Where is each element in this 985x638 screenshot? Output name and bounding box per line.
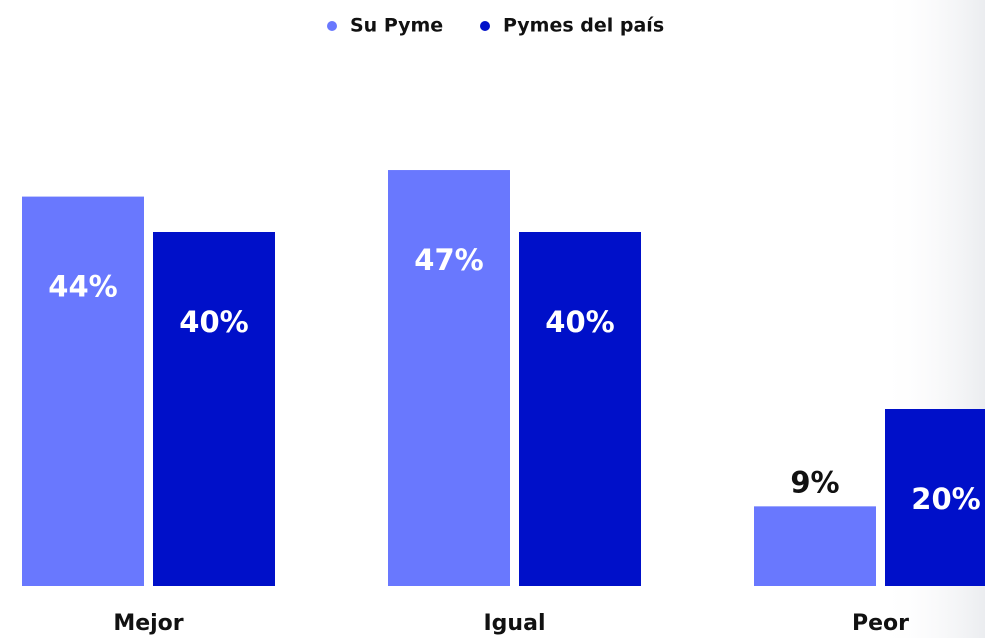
x-tick-label: Igual bbox=[484, 611, 546, 636]
bar bbox=[22, 196, 144, 586]
bar bbox=[388, 170, 510, 587]
legend-marker bbox=[480, 21, 490, 31]
value-label: 20% bbox=[911, 482, 980, 516]
value-label: 40% bbox=[545, 305, 614, 339]
bar bbox=[885, 409, 985, 586]
bar bbox=[519, 232, 641, 586]
legend: Su Pyme Pymes del país bbox=[327, 15, 664, 37]
bar bbox=[153, 232, 275, 586]
legend-label: Su Pyme bbox=[350, 15, 443, 37]
value-label: 47% bbox=[414, 243, 483, 277]
bar bbox=[754, 506, 876, 586]
value-label: 44% bbox=[48, 270, 117, 304]
legend-marker bbox=[327, 21, 337, 31]
value-label: 9% bbox=[790, 465, 839, 499]
value-label: 40% bbox=[179, 305, 248, 339]
x-tick-label: Peor bbox=[852, 611, 909, 636]
x-tick-label: Mejor bbox=[113, 611, 183, 636]
legend-label: Pymes del país bbox=[503, 15, 664, 37]
